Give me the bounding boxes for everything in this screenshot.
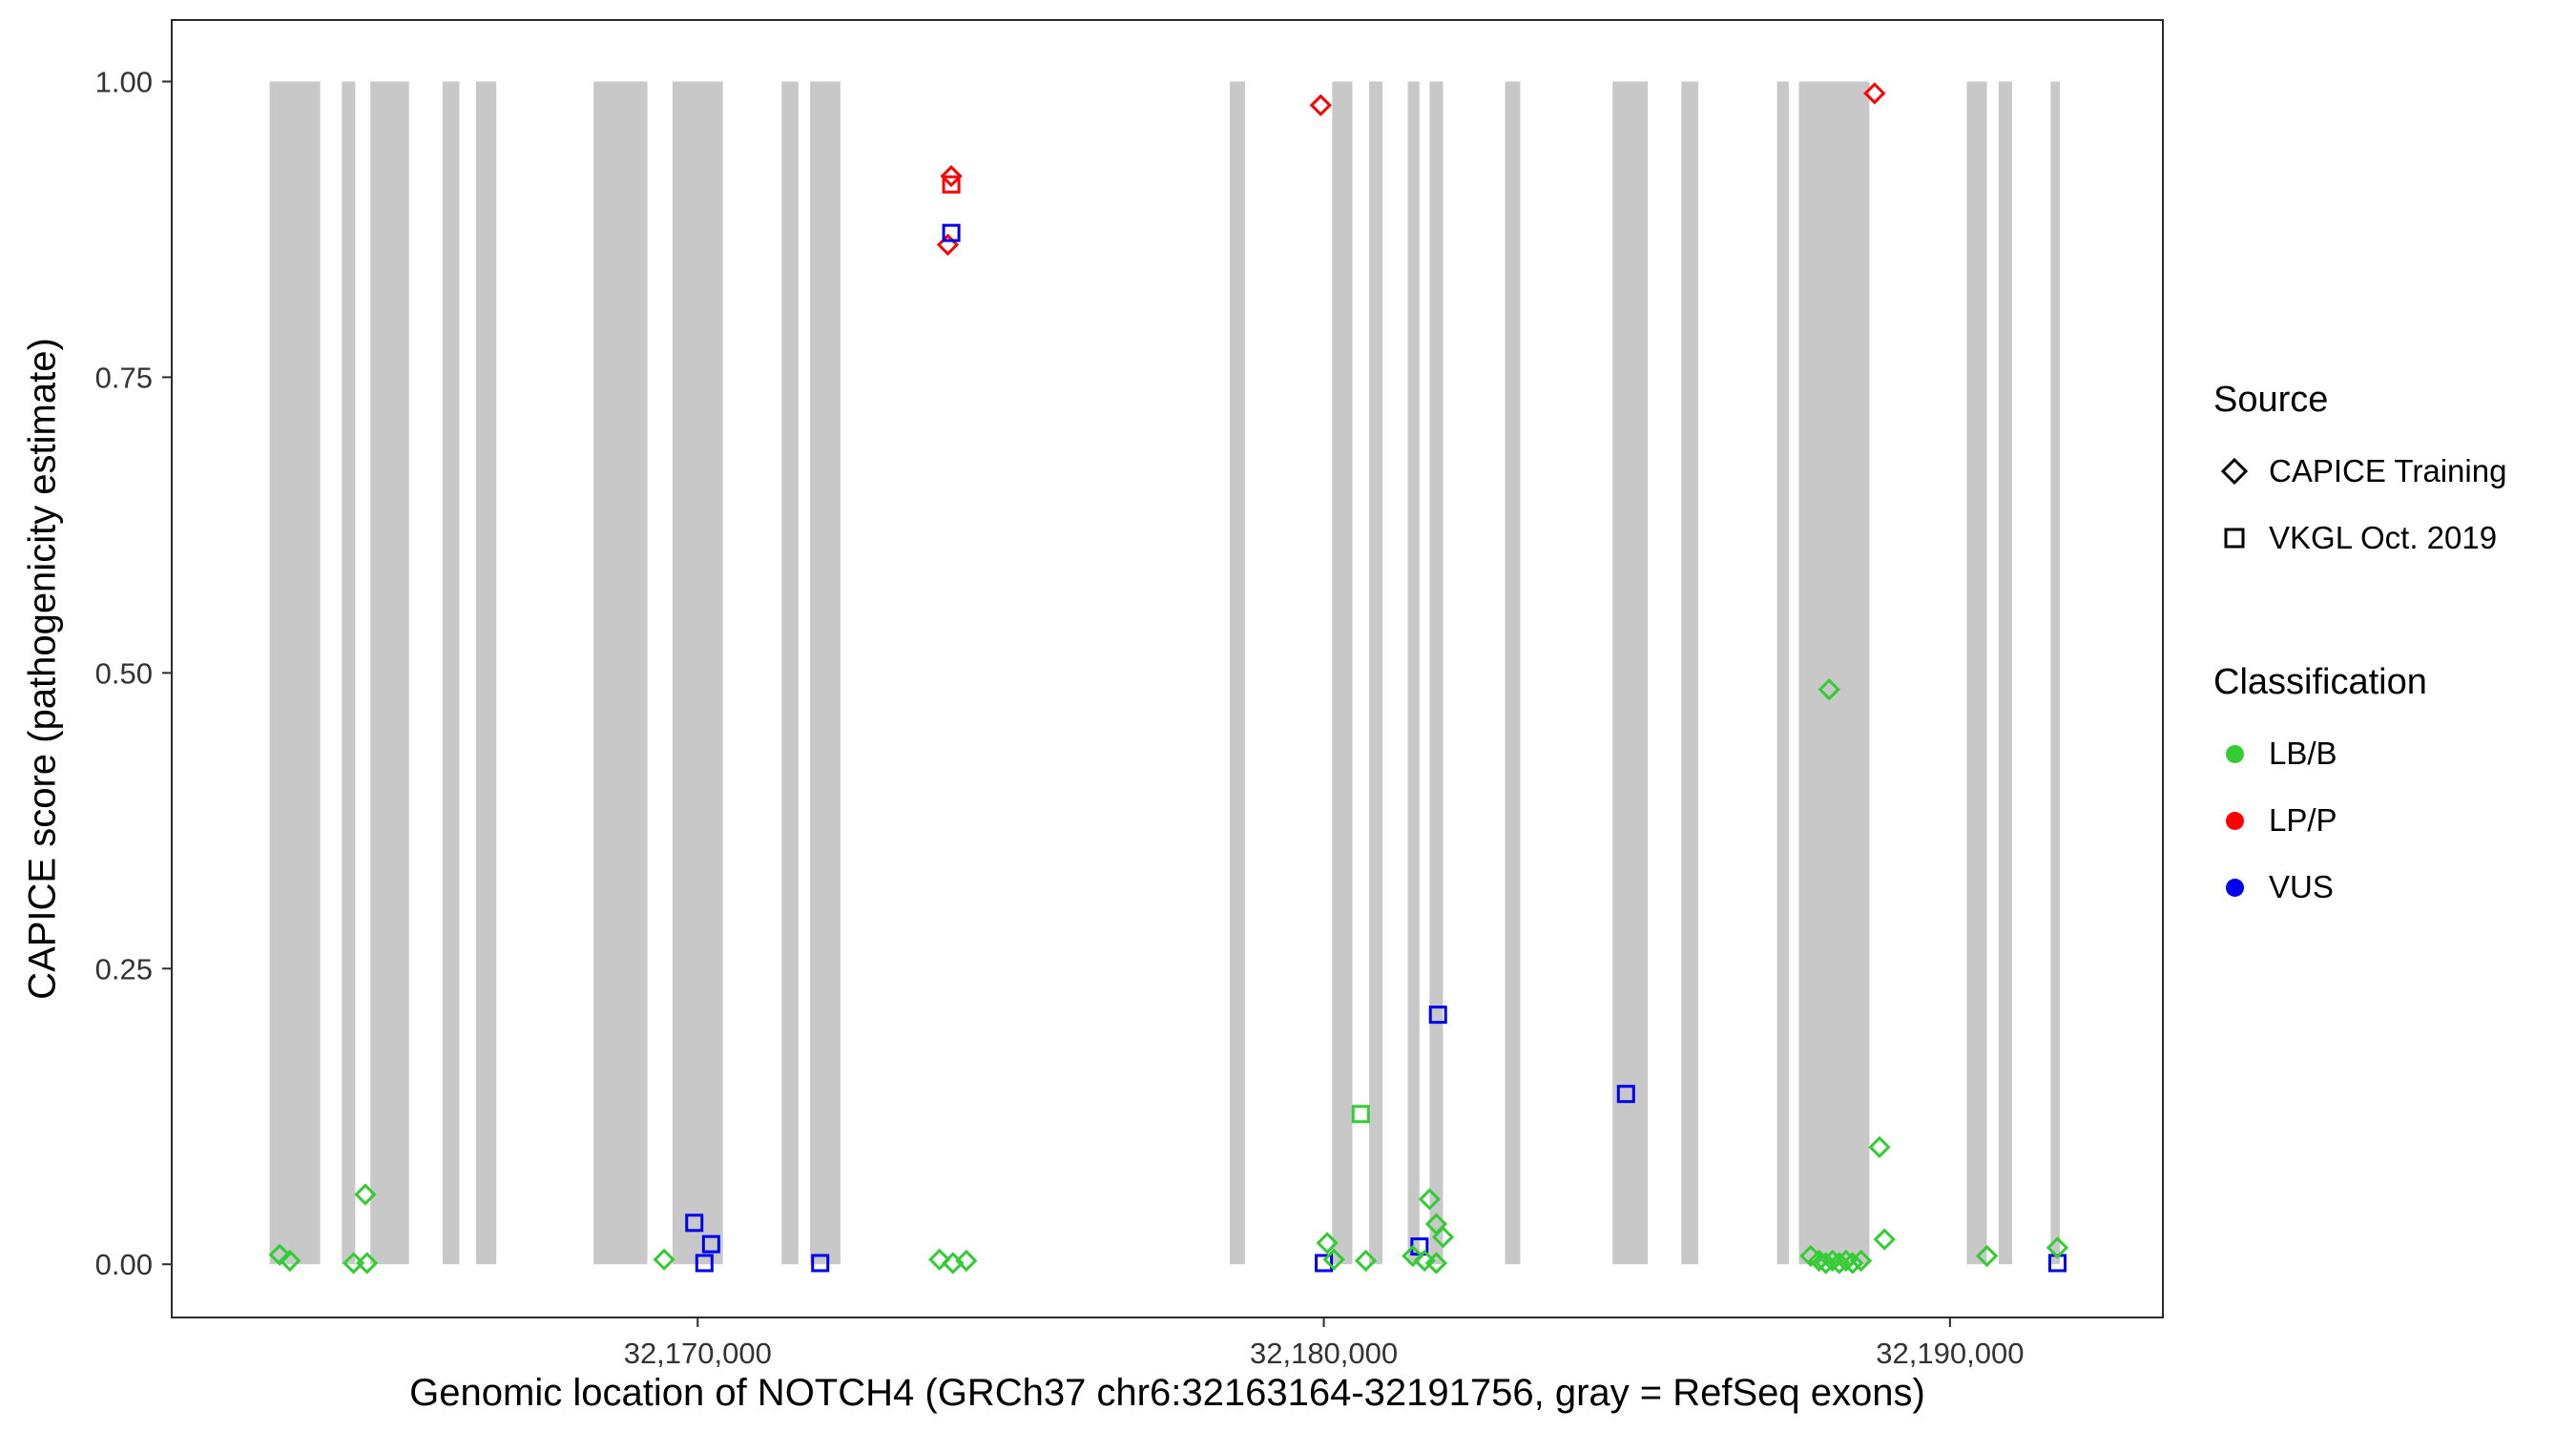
data-point-diamond: [2046, 1236, 2069, 1259]
data-point-square: [1315, 1254, 1334, 1273]
diamond-open-icon: [2213, 450, 2255, 492]
data-point-diamond: [1868, 1135, 1891, 1159]
legend: Source CAPICE Training VKGL Oct. 2019: [2213, 380, 2566, 921]
data-point-square: [1616, 1085, 1635, 1104]
exon-bar: [1332, 81, 1353, 1265]
x-axis-title: Genomic location of NOTCH4 (GRCh37 chr6:…: [409, 1372, 1925, 1414]
data-point-diamond: [1402, 1244, 1424, 1268]
exon-bar: [2050, 81, 2061, 1265]
y-tick-label: 0.50: [95, 656, 153, 690]
data-point-diamond: [356, 1252, 379, 1275]
data-point-diamond: [1431, 1226, 1455, 1249]
data-point-diamond: [1873, 1228, 1896, 1251]
legend-title-classification: Classification: [2213, 662, 2427, 702]
legend-label-lbb: LB/B: [2269, 736, 2337, 771]
data-point-diamond: [268, 1243, 291, 1266]
exon-bar: [269, 81, 321, 1265]
data-point-diamond: [1849, 1249, 1873, 1273]
data-point-diamond: [940, 165, 963, 188]
data-point-diamond: [1835, 1249, 1858, 1273]
data-point-square: [1351, 1105, 1370, 1124]
data-point-square: [942, 175, 961, 194]
data-point-square: [701, 1234, 720, 1254]
exon-bar: [1429, 81, 1444, 1265]
data-point-diamond: [955, 1249, 978, 1273]
data-point-diamond: [1424, 1252, 1448, 1275]
y-tick-label: 0.00: [95, 1248, 153, 1281]
exon-bar: [1505, 81, 1521, 1265]
data-point-diamond: [928, 1248, 951, 1271]
legend-title-source: Source: [2213, 380, 2329, 420]
legend-label-lpp: LP/P: [2269, 802, 2337, 838]
exon-bar: [476, 81, 497, 1265]
exon-bar: [442, 81, 460, 1265]
data-point-diamond: [653, 1248, 675, 1271]
data-point-diamond: [1841, 1252, 1864, 1275]
legend-item-lpp: LP/P: [2213, 787, 2566, 854]
data-point-diamond: [1322, 1248, 1345, 1271]
data-point-square: [1428, 1006, 1447, 1025]
exon-bar: [1612, 81, 1649, 1265]
data-point-square: [811, 1254, 830, 1273]
data-point-diamond: [279, 1249, 301, 1273]
legend-item-vus: VUS: [2213, 854, 2566, 921]
exon-bar: [672, 81, 723, 1265]
data-point-diamond: [1413, 1249, 1436, 1273]
exon-bar: [810, 81, 841, 1265]
x-tick-label: 32,170,000: [624, 1337, 772, 1370]
exon-bar: [1798, 81, 1870, 1265]
legend-item-capice-training: CAPICE Training: [2213, 438, 2566, 505]
exon-bar: [1407, 81, 1420, 1265]
legend-label-capice-training: CAPICE Training: [2269, 453, 2507, 488]
legend-group-source: Source CAPICE Training VKGL Oct. 2019: [2213, 380, 2566, 571]
exon-bar: [342, 81, 356, 1265]
legend-item-lbb: LB/B: [2213, 720, 2566, 787]
data-point-square: [685, 1213, 704, 1233]
exon-bar: [781, 81, 799, 1265]
data-point-diamond: [1354, 1249, 1378, 1273]
exon-bar: [1966, 81, 1987, 1265]
y-tick-label: 1.00: [95, 65, 153, 98]
panel-border: [171, 19, 2164, 1318]
exon-bar: [1998, 81, 2012, 1265]
data-point-diamond: [1863, 82, 1886, 105]
x-tick-label: 32,190,000: [1876, 1337, 2024, 1370]
legend-label-vkgl: VKGL Oct. 2019: [2269, 520, 2498, 555]
data-point-diamond: [1316, 1232, 1339, 1255]
square-open-icon: [2213, 517, 2255, 559]
exon-bar: [370, 81, 409, 1265]
legend-label-vus: VUS: [2269, 869, 2334, 904]
data-point-diamond: [1975, 1244, 1999, 1268]
y-tick-label: 0.25: [95, 952, 153, 985]
exon-bar: [1369, 81, 1383, 1265]
exon-bar: [593, 81, 648, 1265]
data-point-square: [942, 223, 961, 242]
data-point-diamond: [1309, 93, 1332, 116]
exon-bar: [1776, 81, 1789, 1265]
exon-bar: [1230, 81, 1245, 1265]
legend-item-vkgl: VKGL Oct. 2019: [2213, 505, 2566, 571]
blue-dot-icon: [2213, 866, 2255, 908]
data-point-square: [695, 1254, 714, 1273]
exon-bar: [1681, 81, 1698, 1265]
legend-group-classification: Classification LB/B LP/P VUS: [2213, 662, 2566, 921]
red-dot-icon: [2213, 799, 2255, 841]
data-point-diamond: [1818, 678, 1840, 701]
y-tick-label: 0.75: [95, 361, 153, 394]
green-dot-icon: [2213, 733, 2255, 775]
x-tick-label: 32,180,000: [1250, 1337, 1398, 1370]
data-point-diamond: [354, 1183, 377, 1206]
data-point-diamond: [1418, 1188, 1442, 1211]
